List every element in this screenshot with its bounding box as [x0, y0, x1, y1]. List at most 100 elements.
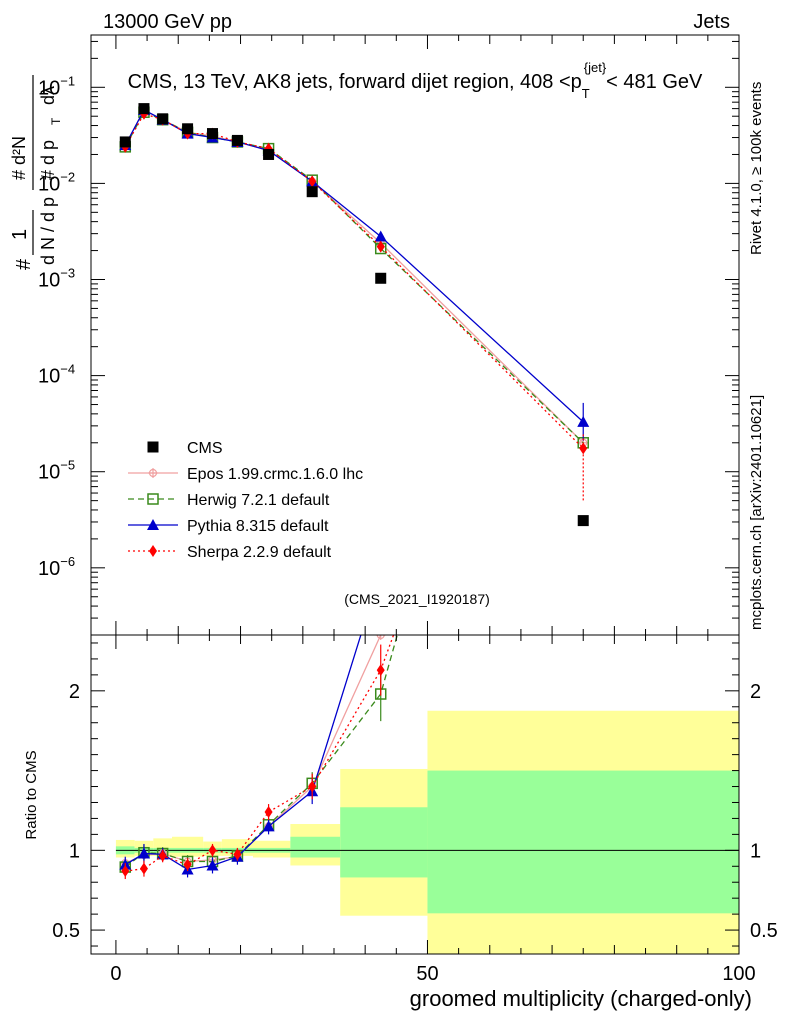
main-ytick-label-2: 10−4 — [38, 362, 75, 388]
main-ytick-label-0: 10−6 — [38, 554, 75, 580]
series-sherpa-point-9 — [579, 442, 588, 455]
series-cms-point-4 — [207, 128, 218, 140]
analysis-watermark: (CMS_2021_I1920187) — [344, 591, 490, 607]
series-cms-point-3 — [182, 123, 194, 135]
main-ytick-exp-2: −4 — [60, 362, 75, 377]
series-herwig — [119, 106, 589, 449]
header-category: Jets — [693, 11, 730, 33]
ratio-sherpa-point-7 — [308, 780, 317, 793]
ylabel-dl: dλ — [38, 86, 58, 105]
series-epos-line — [124, 109, 584, 444]
ratio-ytick-label-left-1: 1 — [69, 840, 80, 862]
ratio-sherpa-point-5 — [233, 848, 242, 861]
main-series-layer — [119, 103, 590, 527]
series-sherpa-line — [124, 113, 584, 449]
ratio-sherpa-point-1 — [139, 862, 148, 875]
series-sherpa-point-8 — [376, 240, 385, 253]
ratio-pythia-line — [124, 635, 362, 871]
main-y-axis-label: # 1 d N / d p # d²N # d p T dλ — [9, 75, 63, 270]
ratio-sherpa-point-6 — [264, 806, 273, 819]
ratio-sherpa-point-0 — [121, 865, 130, 878]
x-tick-label-1: 50 — [416, 963, 438, 985]
series-pythia — [119, 104, 590, 441]
series-cms-point-2 — [157, 113, 169, 125]
ratio-pythia-point-1 — [137, 847, 150, 859]
series-cms-point-7 — [306, 186, 318, 198]
ratio-panel: 0.5 0.5 1 1 2 2 0 50 100 — [52, 634, 778, 985]
ratio-pythia-point-4 — [206, 859, 219, 871]
series-pythia-point-9 — [577, 415, 590, 427]
legend-marker-pythia — [147, 519, 159, 530]
ratio-y-axis-label: Ratio to CMS — [23, 750, 40, 839]
mcplots-credit: mcplots.cern.ch [arXiv:2401.10621] — [748, 395, 765, 630]
main-ytick-exp-0: −6 — [60, 554, 75, 569]
legend-label-pythia: Pythia 8.315 default — [187, 518, 329, 535]
ratio-sherpa-point-3 — [183, 858, 192, 871]
main-ytick-exp-3: −3 — [60, 266, 75, 281]
main-ytick-exp-4: −2 — [60, 169, 75, 184]
legend-label-cms: CMS — [187, 440, 223, 457]
legend-marker-epos — [148, 468, 158, 478]
band-outer-3 — [172, 836, 204, 857]
ylabel-num: # d²N — [9, 136, 29, 180]
title-main: CMS, 13 TeV, AK8 jets, forward dijet reg… — [128, 71, 582, 93]
title-tail: < 481 GeV — [606, 71, 703, 93]
ratio-herwig-line — [124, 635, 398, 868]
ylabel-one: 1 — [9, 229, 31, 240]
x-tick-label-0: 0 — [110, 963, 121, 985]
legend-label-sherpa: Sherpa 2.2.9 default — [187, 544, 332, 561]
legend-label-epos: Epos 1.99.crmc.1.6.0 lhc — [187, 466, 363, 483]
series-sherpa-point-7 — [308, 175, 317, 188]
ratio-ytick-label-right-0: 0.5 — [750, 920, 778, 942]
main-ytick-label-1: 10−5 — [38, 458, 75, 484]
legend-label-herwig: Herwig 7.2.1 default — [187, 492, 330, 509]
ylabel-T: T — [49, 117, 63, 125]
band-inner-7 — [290, 836, 341, 858]
ratio-sherpa-point-8 — [376, 664, 385, 677]
series-cms — [119, 103, 589, 527]
header-process: 13000 GeV pp — [103, 11, 232, 33]
main-x-ticks — [115, 35, 740, 635]
x-axis-label: groomed multiplicity (charged-only) — [410, 986, 752, 1011]
title-sub: T — [582, 86, 590, 101]
legend-marker-cms — [147, 441, 159, 453]
main-panel: (CMS_2021_I1920187) 10−610−510−410−310−2… — [38, 34, 740, 636]
ratio-ytick-label-left-0: 0.5 — [52, 920, 80, 942]
series-cms-point-0 — [119, 136, 131, 148]
x-tick-label-2: 100 — [722, 963, 755, 985]
legend-marker-herwig — [147, 493, 159, 505]
legend-marker-sherpa — [149, 545, 157, 557]
ratio-ytick-label-left-2: 2 — [69, 681, 80, 703]
series-cms-point-6 — [263, 148, 275, 160]
series-cms-point-8 — [375, 272, 387, 284]
main-y-axis: 10−610−510−410−310−210−1 — [38, 40, 739, 636]
main-ytick-exp-5: −1 — [60, 73, 75, 88]
band-inner-9 — [427, 770, 739, 914]
ylabel-num2: # d p — [38, 140, 58, 180]
plot-title: CMS, 13 TeV, AK8 jets, forward dijet reg… — [128, 60, 703, 101]
rivet-version: Rivet 4.1.0, ≥ 100k events — [748, 82, 765, 255]
uncertainty-bands — [115, 710, 739, 954]
ylabel-den: d N / d p — [38, 197, 58, 265]
series-pythia-line — [124, 109, 584, 423]
series-pythia-point-8 — [374, 230, 387, 242]
band-inner-8 — [340, 807, 428, 878]
ratio-series-sherpa — [121, 635, 395, 880]
ratio-frame — [90, 634, 740, 955]
main-ytick-label-3: 10−3 — [38, 266, 75, 292]
ratio-sherpa-point-4 — [208, 844, 217, 857]
ratio-series-layer — [119, 635, 398, 880]
series-cms-point-1 — [138, 103, 150, 115]
ratio-epos-point-8 — [375, 635, 386, 640]
title-sup: {jet} — [584, 60, 607, 75]
ratio-ytick-label-right-2: 2 — [750, 681, 761, 703]
series-epos — [120, 105, 589, 448]
ratio-ytick-label-right-1: 1 — [750, 840, 761, 862]
series-cms-point-9 — [577, 515, 589, 527]
series-cms-point-5 — [231, 134, 243, 146]
ratio-pythia-point-6 — [262, 820, 275, 832]
ratio-sherpa-line — [125, 635, 395, 872]
series-herwig-line — [124, 111, 584, 444]
ratio-y-axis: 0.5 0.5 1 1 2 2 — [52, 642, 778, 947]
